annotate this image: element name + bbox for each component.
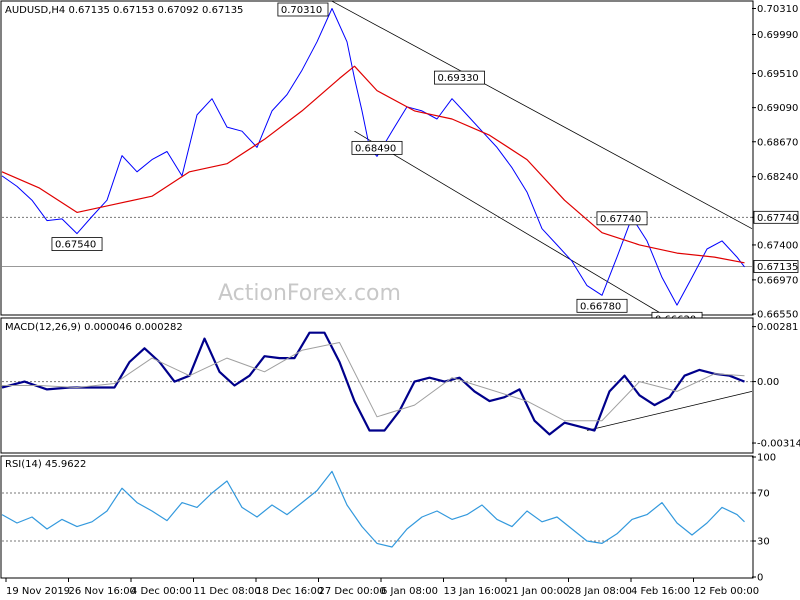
price-annotation-box bbox=[277, 2, 329, 17]
rsi-header: RSI(14) 45.9622 bbox=[5, 459, 86, 470]
price-annotation-box bbox=[596, 211, 648, 226]
y-tick-label: 0.66550 bbox=[757, 310, 798, 321]
x-tick-label: 27 Dec 00:00 bbox=[319, 586, 386, 597]
series-line-moving-average bbox=[1, 65, 745, 264]
price-panel-frame bbox=[0, 0, 754, 316]
rsi-y-axis: 100 70 30 0 bbox=[752, 453, 776, 584]
level-marker-box bbox=[753, 210, 799, 224]
x-tick-label: 13 Jan 16:00 bbox=[444, 586, 507, 597]
y-tick-label: 100 bbox=[757, 453, 776, 464]
price-annotation-label: 0.66780 bbox=[580, 301, 621, 312]
price-header: AUDUSD,H4 0.67135 0.67153 0.67092 0.6713… bbox=[5, 5, 243, 16]
x-tick-label: 6 Jan 08:00 bbox=[381, 586, 438, 597]
x-tick-label: 12 Feb 00:00 bbox=[694, 586, 760, 597]
rsi-panel-frame bbox=[0, 455, 754, 579]
rsi-content bbox=[1, 470, 752, 548]
macd-panel: MACD(12,26,9) 0.000046 0.000282 0.002810… bbox=[0, 317, 800, 454]
trendline bbox=[331, 0, 753, 230]
price-annotation-label: 0.67740 bbox=[600, 214, 641, 225]
x-tick-label: 11 Dec 08:00 bbox=[194, 586, 261, 597]
series-line-signal bbox=[2, 342, 745, 422]
price-annotation-box bbox=[351, 140, 403, 155]
macd-header: MACD(12,26,9) 0.000046 0.000282 bbox=[5, 322, 183, 333]
macd-panel-frame bbox=[0, 317, 754, 454]
series-line-macd bbox=[1, 331, 745, 436]
price-y-axis: 0.70310 0.69990 0.69510 0.69090 0.68670 0.682… bbox=[752, 4, 799, 321]
y-tick-label: 0.69990 bbox=[757, 30, 798, 41]
level-marker-label: 0.67135 bbox=[757, 262, 798, 273]
x-tick-label: 18 Dec 16:00 bbox=[256, 586, 323, 597]
y-tick-label: 0.00 bbox=[757, 377, 779, 388]
series-line-rsi bbox=[1, 470, 745, 548]
y-tick-label: 30 bbox=[757, 537, 770, 548]
price-annotation-label: 0.68490 bbox=[355, 143, 396, 154]
price-annotation-label: 0.70310 bbox=[281, 5, 322, 16]
x-tick-label: 26 Nov 16:00 bbox=[69, 586, 136, 597]
price-annotation-label: 0.67540 bbox=[55, 240, 96, 251]
macd-y-axis: 0.00281 0.00 -0.003141 bbox=[752, 322, 800, 450]
x-tick-label: 28 Jan 08:00 bbox=[569, 586, 632, 597]
price-annotation-box bbox=[51, 237, 103, 251]
price-annotation-label: 0.69330 bbox=[437, 73, 478, 84]
price-annotation-box bbox=[576, 298, 628, 313]
price-watermark: ActionForex.com bbox=[218, 281, 401, 306]
y-tick-label: 0.68240 bbox=[757, 172, 798, 183]
y-tick-label: 70 bbox=[757, 489, 770, 500]
level-marker-label: 0.67740 bbox=[757, 213, 798, 224]
x-tick-label: 21 Jan 00:00 bbox=[506, 586, 569, 597]
macd-content bbox=[1, 331, 753, 436]
rsi-panel: RSI(14) 45.9622 100 70 30 0 bbox=[0, 453, 776, 584]
y-tick-label: 0.70310 bbox=[757, 4, 798, 15]
y-tick-label: 0.00281 bbox=[757, 322, 798, 333]
y-tick-label: -0.003141 bbox=[757, 439, 800, 450]
x-tick-label: 4 Feb 16:00 bbox=[631, 586, 690, 597]
y-tick-label: 0.69090 bbox=[757, 103, 798, 114]
price-annotation-box bbox=[434, 70, 485, 85]
y-tick-label: 0 bbox=[757, 573, 763, 584]
y-tick-label: 0.66970 bbox=[757, 275, 798, 286]
y-tick-label: 0.67400 bbox=[757, 240, 798, 251]
x-tick-label: 4 Dec 00:00 bbox=[131, 586, 192, 597]
level-marker-box bbox=[753, 260, 799, 273]
x-tick-label: 19 Nov 2019 bbox=[6, 586, 70, 597]
trendline bbox=[586, 390, 753, 431]
trendline bbox=[354, 130, 663, 315]
price-panel: ActionForex.com AUDUSD,H4 0.67135 0.6715… bbox=[0, 0, 799, 326]
y-tick-label: 0.69510 bbox=[757, 69, 798, 80]
y-tick-label: 0.68670 bbox=[757, 137, 798, 148]
